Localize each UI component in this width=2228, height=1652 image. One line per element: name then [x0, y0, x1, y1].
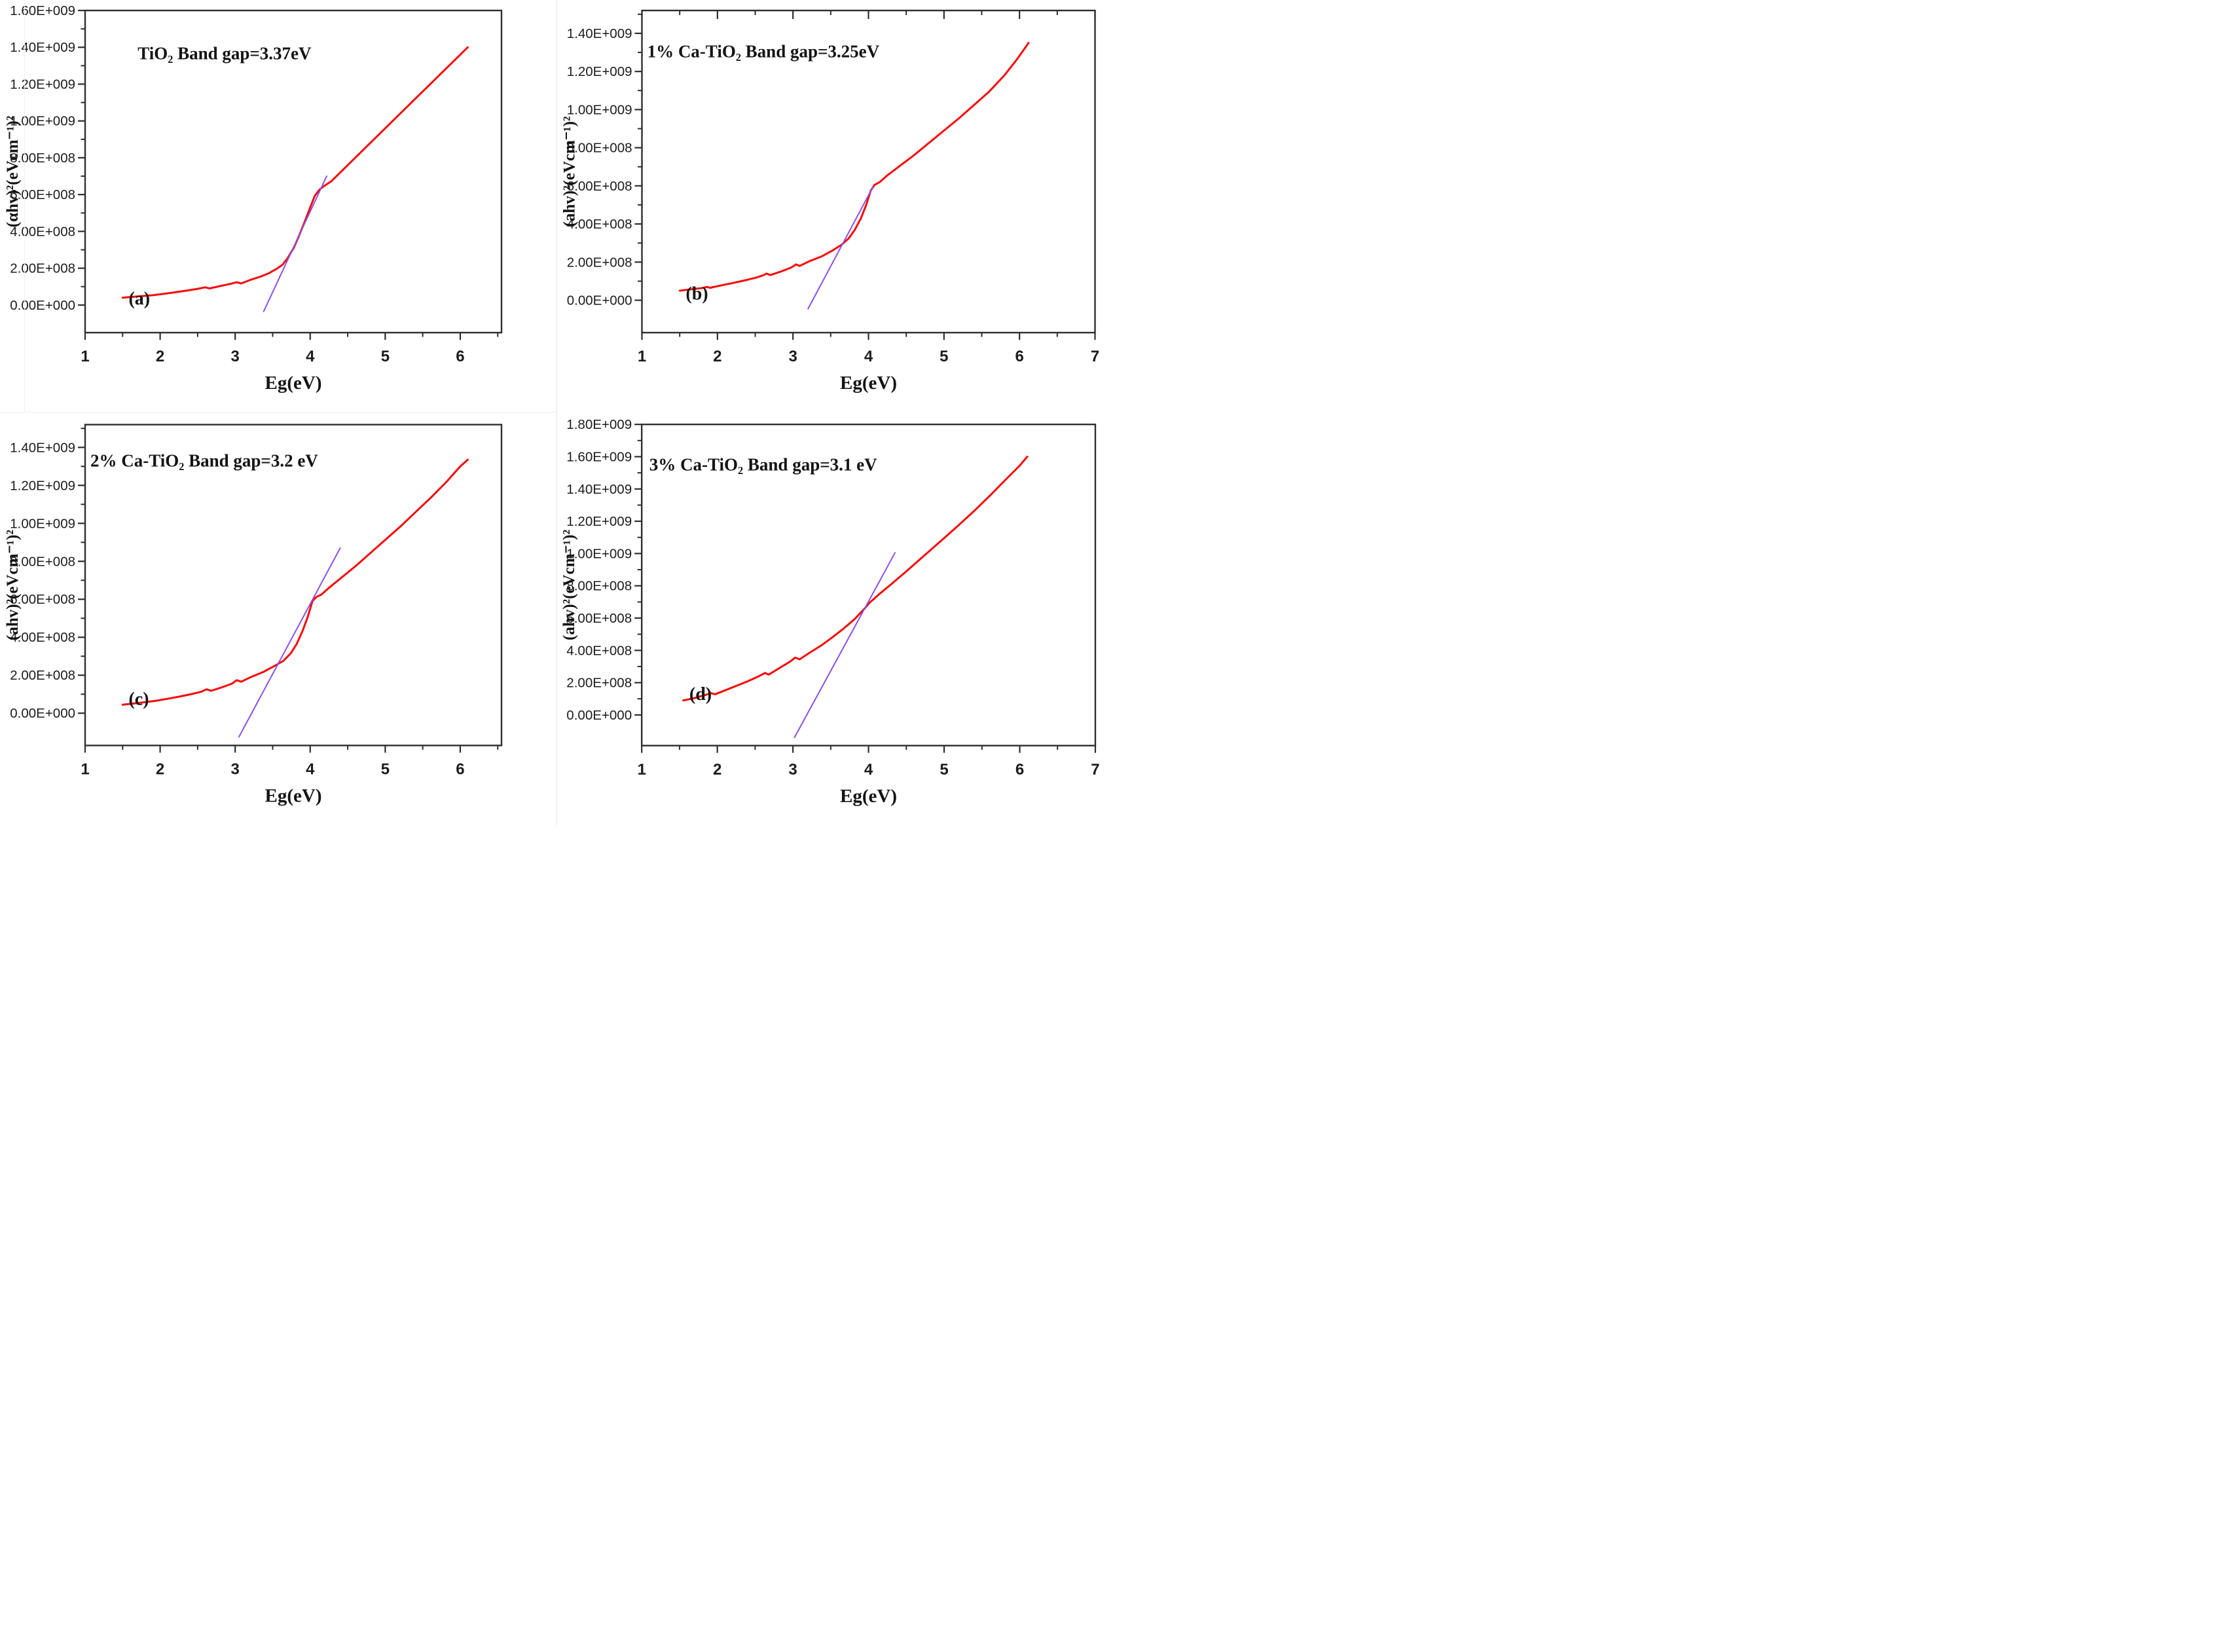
y-axis-label: (ahv)²(eVcm⁻¹)² — [560, 530, 578, 640]
y-tick-label: 1.40E+009 — [567, 26, 632, 41]
y-tick-label: 2.00E+008 — [10, 261, 75, 276]
y-tick-label: 1.20E+009 — [10, 478, 75, 493]
y-tick-label: 1.60E+009 — [10, 3, 75, 18]
panel-b: 1 2 3 4 5 6 7 0.00E+000 2.00E+008 4.00E+008 6.00E+… — [557, 0, 1114, 413]
y-tick-label: 1.20E+009 — [10, 77, 75, 92]
y-axis-label: (αhv)²(eVcm⁻¹)² — [4, 116, 22, 227]
y-tick-label: 1.00E+009 — [567, 102, 632, 117]
x-tick-label: 5 — [940, 348, 948, 365]
y-tick-label: 1.40E+009 — [10, 440, 75, 455]
panel-letter-label: (b) — [685, 284, 708, 304]
y-tick-label: 8.00E+008 — [10, 151, 75, 166]
y-tick-label: 1.00E+009 — [566, 546, 632, 561]
y-tick-label: 0.00E+000 — [10, 298, 75, 313]
y-tick-label: 1.60E+009 — [566, 449, 632, 464]
panel-d-chart: 1 2 3 4 5 6 7 0.00E+000 2.00E+008 4.00E+008 6.00E+… — [560, 417, 1100, 807]
y-tick-label: 1.20E+009 — [566, 514, 632, 529]
panel-c-chart: 1 2 3 4 5 6 0.00E+000 2.00E+008 4.00E+008 6.00E+0… — [4, 424, 503, 807]
x-tick-label: 1 — [637, 761, 646, 779]
y-tick-label: 6.00E+008 — [10, 592, 75, 607]
x-tick-label: 4 — [306, 348, 315, 365]
y-tick-label: 1.20E+009 — [567, 64, 632, 79]
y-tick-label: 6.00E+008 — [10, 187, 75, 202]
y-tick-label: 0.00E+000 — [10, 706, 75, 721]
x-tick-label: 6 — [456, 761, 464, 779]
y-axis-label: (ahv)²(eVcm⁻¹)² — [561, 117, 579, 227]
x-tick-label: 2 — [156, 348, 164, 365]
y-tick-label: 8.00E+008 — [567, 141, 632, 156]
panel-letter-label: (d) — [689, 684, 712, 705]
y-tick-label: 1.40E+009 — [10, 40, 75, 55]
panel-letter-label: (c) — [128, 689, 149, 709]
panel-letter-label: (a) — [128, 289, 150, 309]
band-gap-tangent — [807, 186, 874, 310]
y-tick-label: 6.00E+008 — [566, 611, 632, 626]
tauc-plot-figure: 1 2 3 4 5 6 0.00E+000 2.00E+008 4.00E+008 6.00E+0… — [0, 0, 1114, 826]
x-tick-label: 7 — [1091, 761, 1099, 779]
plot-frame — [84, 9, 503, 334]
x-tick-label: 2 — [713, 761, 721, 779]
y-tick-label: 1.00E+009 — [10, 516, 75, 531]
y-tick-label: 1.80E+009 — [566, 417, 632, 432]
x-axis-label: Eg(eV) — [265, 373, 322, 394]
plot-frame — [84, 424, 503, 746]
x-tick-label: 6 — [1015, 761, 1024, 779]
y-tick-label: 4.00E+008 — [566, 643, 632, 658]
y-axis-label: (ahv)²(eVcm⁻¹)² — [4, 530, 22, 640]
band-gap-tangent — [263, 175, 327, 312]
y-tick-label: 2.00E+008 — [567, 255, 632, 270]
absorption-curve — [121, 46, 469, 299]
x-tick-label: 2 — [156, 761, 164, 779]
y-tick-label: 1.00E+009 — [10, 114, 75, 129]
x-tick-label: 6 — [1015, 348, 1023, 365]
y-tick-label: 4.00E+008 — [10, 630, 75, 645]
band-gap-annotation: 3% Ca-TiO₂ Band gap=3.1 eV — [649, 454, 877, 474]
x-tick-label: 3 — [788, 761, 797, 779]
y-tick-label: 6.00E+008 — [567, 179, 632, 194]
x-tick-label: 1 — [638, 348, 646, 365]
x-axis-label: Eg(eV) — [840, 373, 897, 394]
panel-a: 1 2 3 4 5 6 0.00E+000 2.00E+008 4.00E+008 6.00E+0… — [0, 0, 557, 413]
y-tick-label: 2.00E+008 — [566, 676, 632, 691]
y-tick-label: 4.00E+008 — [567, 217, 632, 232]
absorption-curve — [678, 42, 1030, 292]
y-tick-label: 2.00E+008 — [10, 668, 75, 683]
x-tick-label: 4 — [306, 761, 315, 779]
y-tick-label: 8.00E+008 — [566, 579, 632, 594]
x-tick-label: 5 — [381, 348, 390, 365]
absorption-curve — [682, 455, 1029, 702]
x-tick-label: 2 — [713, 348, 721, 365]
x-tick-label: 7 — [1091, 348, 1099, 365]
x-tick-label: 6 — [456, 348, 464, 365]
x-tick-label: 5 — [940, 761, 948, 779]
band-gap-annotation: 2% Ca-TiO₂ Band gap=3.2 eV — [90, 450, 318, 470]
x-tick-label: 4 — [864, 348, 873, 365]
x-tick-label: 4 — [864, 761, 873, 779]
band-gap-annotation: 1% Ca-TiO₂ Band gap=3.25eV — [648, 41, 880, 61]
x-axis-label: Eg(eV) — [840, 786, 897, 807]
x-axis-label: Eg(eV) — [265, 786, 322, 807]
panel-a-chart: 1 2 3 4 5 6 0.00E+000 2.00E+008 4.00E+008 6.00E+0… — [4, 3, 503, 394]
y-tick-label: 0.00E+000 — [567, 293, 632, 308]
page-edge-artifact — [24, 0, 25, 413]
panel-separator-horizontal — [0, 412, 557, 413]
x-tick-label: 1 — [81, 348, 89, 365]
x-tick-label: 3 — [788, 348, 797, 365]
band-gap-tangent — [794, 552, 896, 739]
y-tick-label: 1.40E+009 — [566, 482, 632, 497]
x-tick-label: 5 — [381, 761, 390, 779]
panel-b-chart: 1 2 3 4 5 6 7 0.00E+000 2.00E+008 4.00E+008 6.00E+… — [561, 9, 1099, 394]
x-tick-label: 1 — [81, 761, 89, 779]
panel-d: 1 2 3 4 5 6 7 0.00E+000 2.00E+008 4.00E+008 6.00E+… — [557, 413, 1114, 826]
x-tick-label: 3 — [231, 761, 240, 779]
band-gap-tangent — [238, 547, 341, 738]
y-tick-label: 0.00E+000 — [566, 708, 632, 723]
y-tick-label: 8.00E+008 — [10, 554, 75, 569]
x-tick-label: 3 — [231, 348, 240, 365]
y-tick-label: 4.00E+008 — [10, 224, 75, 239]
band-gap-annotation: TiO₂ Band gap=3.37eV — [137, 44, 312, 64]
absorption-curve — [121, 458, 469, 706]
panel-c: 1 2 3 4 5 6 0.00E+000 2.00E+008 4.00E+008 6.00E+0… — [0, 413, 557, 826]
